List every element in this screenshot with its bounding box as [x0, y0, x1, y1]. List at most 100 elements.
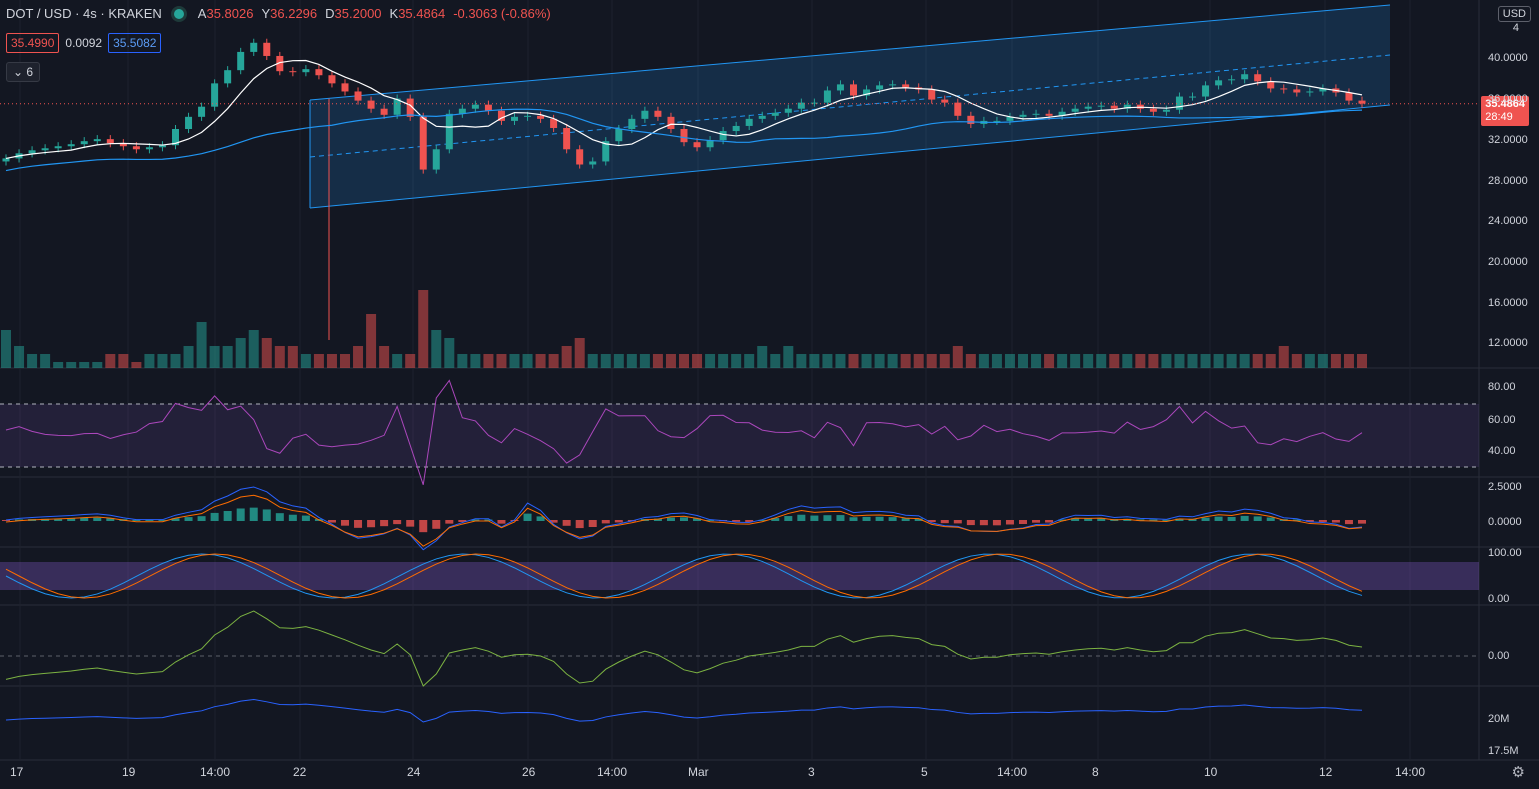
volume-bar — [1252, 354, 1263, 368]
symbol-header: DOT / USD · 4s · KRAKEN A 35.8026 Y 36.229… — [6, 6, 551, 21]
last-price-tag: 35.4864 28:49 — [1481, 96, 1529, 126]
volume-bar — [1187, 354, 1198, 368]
candle-body — [445, 113, 453, 150]
volume-bar — [1, 330, 11, 368]
macd-histogram-bar — [653, 518, 662, 521]
volume-bar — [53, 362, 64, 368]
price-axis-label: 16.0000 — [1488, 297, 1528, 309]
volume-bar — [209, 346, 220, 368]
candle-body — [172, 129, 179, 146]
ask-button[interactable]: 35.5082 — [108, 33, 162, 53]
obv-axis-label: 17.5M — [1488, 745, 1519, 757]
price-axis-label: 40.0000 — [1488, 52, 1528, 64]
last-price-value: 35.4864 — [1485, 98, 1525, 110]
candle-body — [563, 127, 571, 150]
macd-histogram-bar — [1240, 515, 1249, 521]
volume-bar — [626, 354, 637, 368]
indicator-count: 6 — [26, 65, 34, 79]
volume-bar — [326, 354, 337, 368]
candle-body — [497, 110, 505, 121]
channel-upper-line — [309, 4, 1391, 101]
candle-body — [484, 104, 492, 111]
macd-histogram-bar — [849, 517, 858, 521]
candle-body — [1254, 74, 1262, 82]
indicator-legend-toggle[interactable]: ⌄ 6 — [6, 62, 41, 82]
macd-histogram-bar — [666, 517, 675, 521]
volume-bar — [1004, 354, 1015, 368]
volume-bar — [1031, 354, 1042, 368]
candle-body — [1149, 108, 1157, 112]
volume-bar — [561, 346, 572, 368]
rsi-axis-label: 40.00 — [1488, 445, 1516, 457]
candle-body — [250, 42, 258, 52]
candle-body — [654, 110, 662, 117]
candle-body — [119, 143, 127, 147]
candle-body — [211, 83, 219, 107]
volume-bar — [757, 346, 768, 368]
osc-axis-label: 0.00 — [1488, 650, 1510, 662]
macd-histogram-bar — [406, 520, 415, 527]
macd-signal-line — [5, 494, 1363, 547]
candle-body — [41, 148, 49, 151]
high-label: Y — [261, 6, 271, 21]
volume-bar — [14, 346, 25, 368]
macd-histogram-bar — [80, 517, 89, 521]
macd-histogram-bar — [275, 513, 284, 521]
volume-bar — [535, 354, 546, 368]
macd-histogram-bar — [158, 519, 167, 521]
macd-histogram-bar — [1201, 517, 1210, 521]
volume-bar — [418, 290, 429, 368]
candle-body — [1045, 113, 1053, 116]
candle-body — [1123, 104, 1131, 109]
volume-bar — [1226, 354, 1237, 368]
macd-histogram-bar — [497, 520, 506, 524]
time-axis-label: Mar — [688, 765, 709, 779]
macd-histogram-bar — [380, 520, 389, 527]
volume-bar — [926, 354, 937, 368]
candle-body — [132, 146, 140, 150]
candle-body — [628, 118, 636, 129]
candle-body — [810, 102, 818, 104]
volume-bar — [952, 346, 963, 368]
rsi-band — [0, 404, 1479, 467]
channel-lower-line — [309, 104, 1391, 209]
candle-body — [80, 141, 88, 145]
low-label: D — [325, 6, 335, 21]
high-value: 36.2296 — [270, 6, 318, 21]
volume-bar — [1304, 354, 1315, 368]
volume-bar — [1083, 354, 1094, 368]
candle-body — [876, 85, 884, 90]
settings-gear-icon[interactable]: ⚙ — [1511, 764, 1525, 781]
macd-histogram-bar — [171, 518, 180, 521]
volume-bar — [770, 354, 781, 368]
volume-bar — [1239, 354, 1250, 368]
candle-body — [941, 99, 949, 103]
bid-button[interactable]: 35.4990 — [6, 33, 60, 53]
volume-bar — [261, 338, 272, 368]
rsi-axis-label: 60.00 — [1488, 414, 1516, 426]
macd-histogram-bar — [732, 520, 741, 522]
macd-histogram-bar — [367, 520, 376, 528]
symbol-title[interactable]: DOT / USD · 4s · KRAKEN — [6, 6, 162, 21]
macd-histogram-bar — [393, 520, 402, 525]
volume-bar — [379, 346, 390, 368]
volume-bar — [1343, 354, 1354, 368]
candle-body — [276, 55, 284, 72]
volume-bar — [1265, 354, 1276, 368]
volume-bar — [27, 354, 38, 368]
macd-histogram-bar — [1032, 520, 1041, 523]
candle-body — [237, 51, 245, 71]
candle-body — [1071, 108, 1079, 112]
macd-histogram-bar — [1266, 517, 1275, 521]
oscillator-line — [5, 610, 1363, 687]
volume-bar — [783, 346, 794, 368]
candle-body — [263, 42, 271, 56]
macd-histogram-bar — [327, 520, 336, 523]
currency-badge[interactable]: USD — [1497, 6, 1531, 22]
volume-bar — [587, 354, 598, 368]
macd-histogram-bar — [54, 518, 63, 521]
candle-body — [1345, 92, 1353, 101]
macd-histogram-bar — [914, 518, 923, 521]
candle-body — [1319, 88, 1327, 92]
